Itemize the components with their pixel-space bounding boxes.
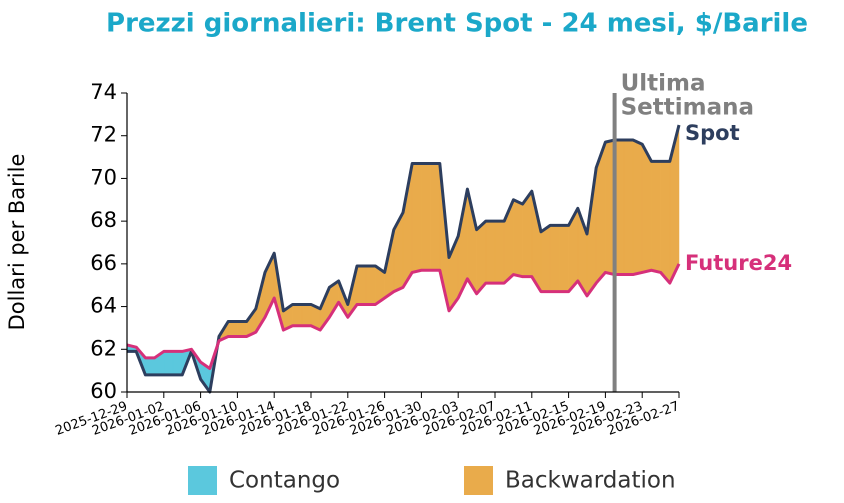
backwardation-area bbox=[549, 225, 560, 292]
series-line bbox=[127, 124, 681, 394]
y-tick-label: 62 bbox=[90, 336, 117, 360]
annotation-label: Ultima bbox=[621, 71, 706, 97]
legend-swatch bbox=[188, 466, 217, 495]
backwardation-area bbox=[559, 225, 569, 292]
backwardation-area bbox=[411, 163, 422, 273]
backwardation-area bbox=[641, 144, 652, 273]
backwardation-area bbox=[632, 139, 643, 275]
backwardation-area bbox=[494, 220, 505, 284]
series-label: Spot bbox=[685, 121, 740, 145]
backwardation-area bbox=[292, 304, 303, 327]
y-tick-label: 64 bbox=[90, 294, 117, 318]
y-tick-label: 68 bbox=[90, 208, 117, 232]
y-tick-label: 60 bbox=[90, 379, 117, 403]
legend-label: Contango bbox=[229, 468, 340, 494]
backwardation-area bbox=[237, 321, 247, 337]
annotation-label: Settimana bbox=[621, 95, 754, 121]
legend-label: Backwardation bbox=[505, 468, 676, 494]
backwardation-area bbox=[301, 304, 312, 327]
backwardation-area bbox=[651, 161, 661, 273]
backwardation-area bbox=[356, 265, 367, 305]
backwardation-area bbox=[430, 163, 441, 271]
contango-area bbox=[172, 351, 183, 376]
backwardation-area bbox=[660, 161, 671, 284]
backwardation-area bbox=[513, 199, 523, 277]
contango-area bbox=[145, 357, 155, 376]
y-tick-label: 72 bbox=[90, 123, 117, 147]
backwardation-area bbox=[623, 139, 634, 275]
series-line bbox=[126, 263, 681, 371]
y-axis-label: Dollari per Barile bbox=[5, 154, 29, 331]
backwardation-area bbox=[227, 321, 238, 337]
contango-area bbox=[163, 351, 174, 376]
series-label: Future24 bbox=[685, 251, 792, 275]
backwardation-area bbox=[540, 224, 551, 292]
backwardation-area bbox=[421, 163, 431, 271]
backwardation-area bbox=[365, 265, 376, 305]
y-tick-label: 70 bbox=[90, 165, 117, 189]
backwardation-area bbox=[485, 220, 496, 284]
legend-swatch bbox=[464, 466, 493, 495]
chart-title: Prezzi giornalieri: Brent Spot - 24 mesi… bbox=[106, 9, 808, 39]
y-tick-label: 66 bbox=[90, 251, 117, 275]
y-tick-label: 74 bbox=[90, 80, 117, 104]
